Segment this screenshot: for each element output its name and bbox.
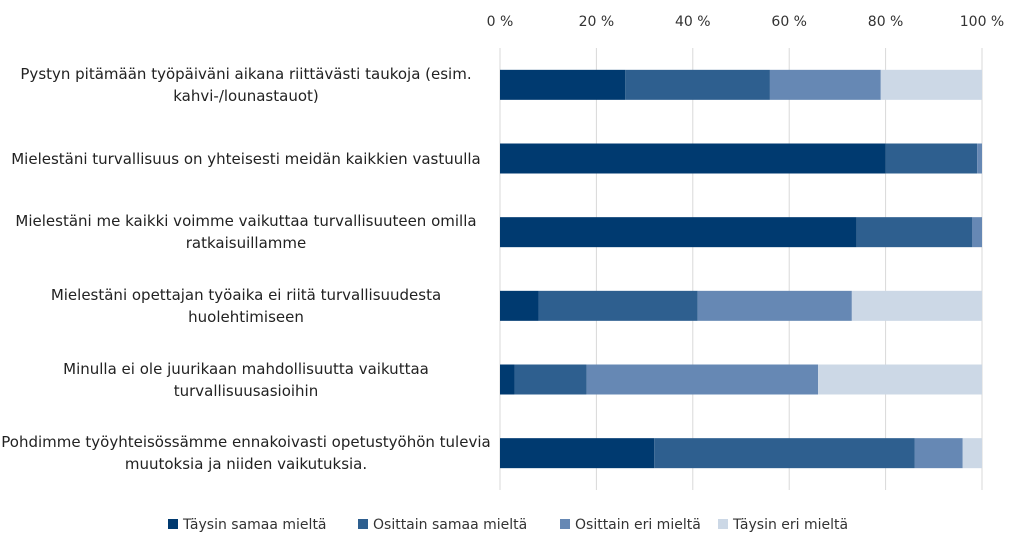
x-tick-label: 40 % — [675, 14, 711, 30]
bar-segment — [914, 438, 963, 469]
bar-segment — [818, 364, 982, 395]
bar-segment — [977, 143, 982, 174]
x-tick-label: 100 % — [960, 14, 1004, 30]
bar-segment — [625, 69, 770, 100]
legend-label: Täysin eri mieltä — [732, 517, 848, 533]
y-tick-label: Mielestäni me kaikki voimme vaikuttaa tu… — [15, 212, 477, 253]
bar-segment — [654, 438, 915, 469]
bar-segment — [880, 69, 982, 100]
legend-label: Täysin samaa mieltä — [182, 517, 327, 533]
legend-swatch — [718, 519, 728, 529]
bar-segment — [885, 143, 978, 174]
bar-segment — [769, 69, 881, 100]
y-tick-label: Pystyn pitämään työpäiväni aikana riittä… — [20, 64, 472, 105]
y-tick-label: Minulla ei ole juurikaan mahdollisuutta … — [63, 359, 429, 400]
bar-segment — [851, 290, 982, 321]
bar-segment — [500, 217, 857, 248]
x-tick-label: 80 % — [868, 14, 904, 30]
bar-segment — [962, 438, 982, 469]
bar-segment — [972, 217, 982, 248]
x-tick-label: 60 % — [771, 14, 807, 30]
bar-segment — [856, 217, 973, 248]
bar-segment — [514, 364, 587, 395]
bar-segment — [500, 143, 886, 174]
legend-swatch — [168, 519, 178, 529]
y-tick-label: Mielestäni turvallisuus on yhteisesti me… — [11, 149, 481, 168]
bar-segment — [500, 290, 539, 321]
bar-segment — [697, 290, 852, 321]
bar-segment — [500, 364, 515, 395]
bar-segment — [586, 364, 819, 395]
y-tick-label: Pohdimme työyhteisössämme ennakoivasti o… — [1, 433, 491, 474]
bar-segment — [500, 438, 655, 469]
legend-swatch — [560, 519, 570, 529]
y-tick-label: Mielestäni opettajan työaika ei riitä tu… — [50, 285, 442, 326]
legend-label: Osittain eri mieltä — [575, 517, 701, 533]
bar-segment — [538, 290, 698, 321]
x-tick-label: 0 % — [487, 14, 514, 30]
legend-swatch — [358, 519, 368, 529]
legend-label: Osittain samaa mieltä — [373, 517, 527, 533]
x-tick-label: 20 % — [579, 14, 615, 30]
bar-segment — [500, 69, 626, 100]
